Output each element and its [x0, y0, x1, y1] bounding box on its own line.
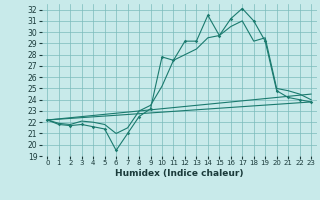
X-axis label: Humidex (Indice chaleur): Humidex (Indice chaleur) — [115, 169, 244, 178]
